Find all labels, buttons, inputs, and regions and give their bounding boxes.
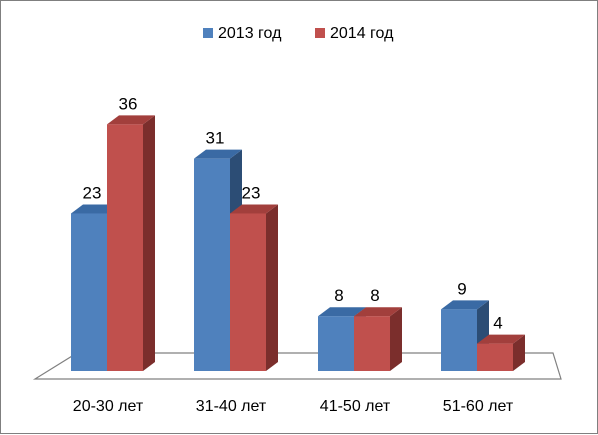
bar-top [441,300,489,310]
bar-front [441,309,477,371]
x-tick-20-30-лет: 20-30 лет [73,398,144,415]
bar-top [194,149,242,159]
legend-swatch-2014-год [315,28,325,38]
bar-2014-год-41-50-лет [354,307,402,371]
bar-top [477,334,525,344]
legend-label-2014-год: 2014 год [330,25,394,42]
data-label-2013-год-31-40-лет: 31 [206,129,225,148]
legend-swatch-2013-год [203,28,213,38]
bar-2014-год-31-40-лет [230,204,278,371]
bar-top [230,204,278,214]
data-label-2014-год-20-30-лет: 36 [119,94,138,113]
bar-front [354,316,390,371]
bar-side [266,204,278,371]
bar-front [107,124,143,372]
legend-label-2013-год: 2013 год [218,25,282,42]
data-label-2013-год-20-30-лет: 23 [83,183,102,202]
bar-2014-год-20-30-лет [107,115,155,372]
legend: 2013 год 2014 год [203,25,394,42]
bar-front [71,213,107,371]
bar-side [390,307,402,371]
bar-front [477,343,513,371]
x-tick-51-60-лет: 51-60 лет [443,398,514,415]
chart-floor [32,352,562,380]
data-label-2014-год-41-50-лет: 8 [370,286,379,305]
data-label-2013-год-51-60-лет: 9 [457,279,466,298]
bar-side [143,115,155,372]
bar-side [513,334,525,371]
bar-2013-год-51-60-лет [441,300,489,371]
data-label-2014-год-31-40-лет: 23 [242,183,261,202]
x-tick-41-50-лет: 41-50 лет [320,398,391,415]
x-tick-31-40-лет: 31-40 лет [196,398,267,415]
bar-top [318,307,366,317]
x-axis-ticks: 20-30 лет 31-40 лет 41-50 лет 51-60 лет [73,398,514,415]
bar-2014-год-51-60-лет [477,334,525,371]
bar-top [354,307,402,317]
bars [71,115,525,372]
floor-plane [32,352,562,380]
bar-front [230,213,266,371]
bar-top [107,115,155,125]
bar-front [318,316,354,371]
data-label-2014-год-51-60-лет: 4 [493,314,502,333]
data-label-2013-год-41-50-лет: 8 [334,286,343,305]
bar-front [194,158,230,371]
data-labels: 23 36 31 23 8 8 9 4 [83,94,503,332]
